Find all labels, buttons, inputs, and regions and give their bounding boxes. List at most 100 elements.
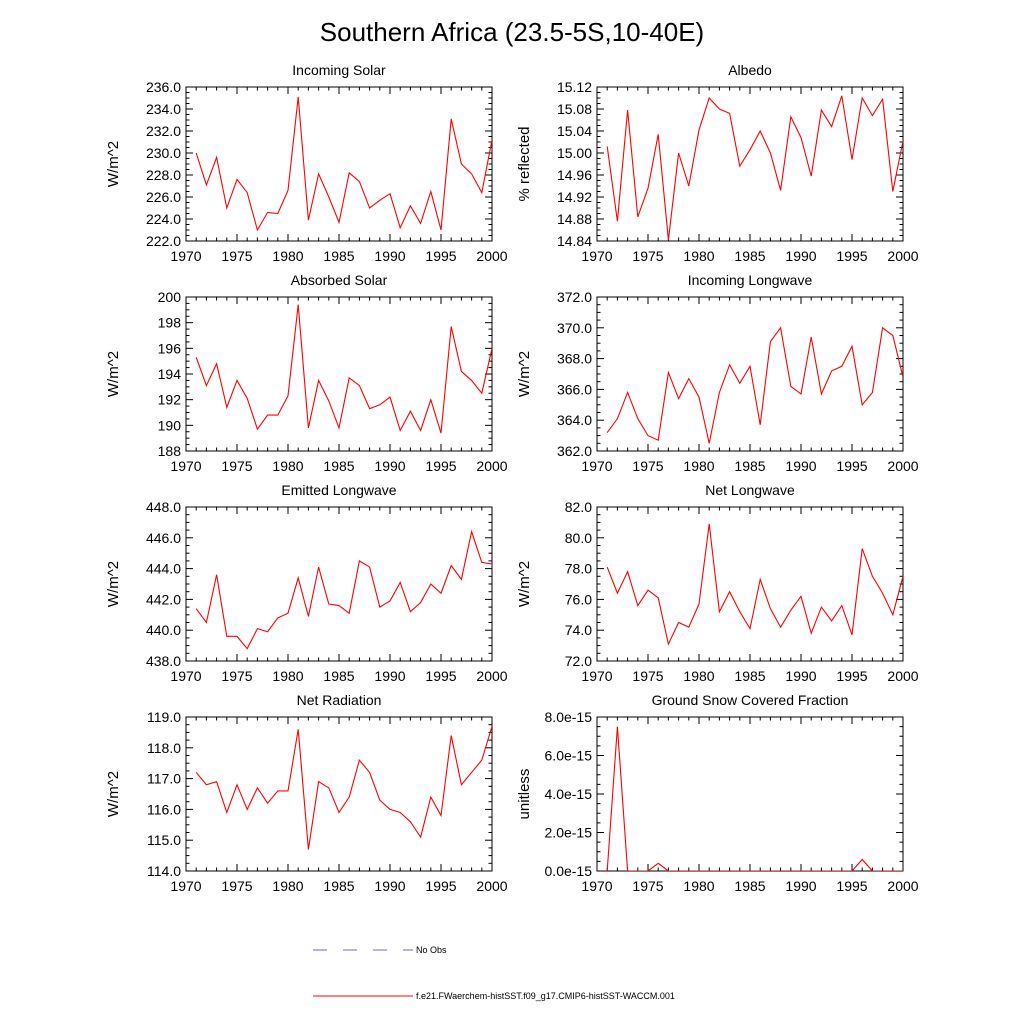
series-line-net-radiation (195, 726, 492, 850)
x-tick-label: 1990 (374, 248, 405, 264)
y-axis-label: W/m^2 (516, 351, 533, 397)
x-tick-label: 2000 (476, 668, 507, 684)
y-tick-label: 188 (158, 443, 182, 459)
y-axis-label: W/m^2 (105, 141, 122, 187)
x-tick-label: 2000 (887, 248, 918, 264)
x-tick-label: 1970 (581, 458, 612, 474)
y-tick-label: 200 (158, 289, 182, 305)
x-tick-label: 1970 (170, 248, 201, 264)
legend: No Obs f.e21.FWaerchem-histSST.f09_g17.C… (313, 945, 675, 1001)
plot-frame (596, 506, 904, 662)
chart-emitted-longwave: Emitted Longwave W/m^2 1970 1975 1980 1985 199… (105, 482, 508, 684)
x-tick-label: 1990 (785, 458, 816, 474)
y-tick-label: 118.0 (147, 740, 181, 756)
x-tick-label: 1970 (170, 458, 201, 474)
x-tick-label: 1975 (632, 878, 663, 894)
y-tick-label: 14.92 (557, 189, 592, 205)
y-tick-label: 372.0 (557, 289, 592, 305)
x-tick-label: 2000 (887, 668, 918, 684)
y-tick-label: 115.0 (147, 832, 181, 848)
series-line-ground-snow (606, 726, 903, 871)
x-tick-label: 1980 (272, 248, 303, 264)
legend-label-no-obs: No Obs (416, 945, 447, 955)
y-tick-label: 362.0 (557, 443, 592, 459)
series-line-emitted-longwave (195, 529, 492, 650)
y-tick-label: 196 (158, 340, 182, 356)
y-tick-label: 72.0 (565, 653, 592, 669)
y-tick-label: 119.0 (147, 709, 181, 725)
y-tick-label: 74.0 (565, 622, 592, 638)
x-tick-label: 1980 (272, 668, 303, 684)
y-axis-label: W/m^2 (105, 771, 122, 817)
y-tick-label: 15.04 (557, 123, 592, 139)
y-tick-label: 8.0e-15 (545, 709, 593, 725)
y-tick-label: 224.0 (146, 211, 181, 227)
chart-incoming-longwave: Incoming Longwave W/m^2 1970 1975 1980 1985 19… (516, 272, 919, 474)
plot-frame (596, 716, 904, 872)
y-tick-label: 192 (158, 392, 182, 408)
y-tick-label: 190 (158, 417, 182, 433)
x-tick-label: 1995 (836, 248, 867, 264)
x-tick-label: 2000 (476, 458, 507, 474)
y-axis-label: W/m^2 (105, 351, 122, 397)
y-tick-label: 15.08 (557, 101, 592, 117)
x-tick-label: 1995 (836, 878, 867, 894)
series-line-incoming-longwave (606, 326, 903, 444)
y-tick-label: 228.0 (146, 167, 181, 183)
x-tick-label: 1980 (272, 458, 303, 474)
x-tick-label: 1990 (374, 668, 405, 684)
x-tick-label: 1980 (683, 458, 714, 474)
x-tick-label: 1995 (836, 668, 867, 684)
panel-title: Emitted Longwave (281, 482, 396, 498)
x-tick-label: 1975 (632, 668, 663, 684)
y-tick-label: 236.0 (146, 79, 181, 95)
x-tick-label: 1995 (836, 458, 867, 474)
y-tick-label: 15.00 (557, 145, 592, 161)
x-tick-label: 1985 (323, 248, 354, 264)
chart-net-radiation: Net Radiation W/m^2 1970 1975 1980 1985 1990 19… (105, 692, 508, 894)
y-tick-label: 82.0 (565, 499, 592, 515)
x-tick-label: 1985 (323, 668, 354, 684)
x-tick-label: 2000 (476, 248, 507, 264)
x-tick-label: 1995 (425, 878, 456, 894)
y-tick-label: 366.0 (557, 381, 592, 397)
x-tick-label: 1985 (734, 248, 765, 264)
y-tick-label: 0.0e-15 (545, 863, 593, 879)
y-tick-label: 442.0 (146, 591, 181, 607)
x-tick-label: 1990 (374, 458, 405, 474)
y-tick-label: 368.0 (557, 351, 592, 367)
x-tick-label: 1995 (425, 248, 456, 264)
y-tick-label: 364.0 (557, 412, 592, 428)
x-tick-label: 1980 (683, 248, 714, 264)
x-tick-label: 2000 (887, 458, 918, 474)
panel-title: Net Longwave (705, 482, 795, 498)
plot-frame (185, 506, 493, 662)
x-tick-label: 1990 (785, 878, 816, 894)
plot-frame (185, 716, 493, 872)
x-tick-label: 1970 (581, 668, 612, 684)
x-tick-label: 1990 (785, 248, 816, 264)
panel-title: Absorbed Solar (291, 272, 388, 288)
y-tick-label: 230.0 (146, 145, 181, 161)
y-axis-label: W/m^2 (516, 561, 533, 607)
x-tick-label: 1975 (221, 458, 252, 474)
panel-title: Incoming Solar (292, 62, 386, 78)
y-tick-label: 446.0 (146, 530, 181, 546)
x-tick-label: 1980 (683, 878, 714, 894)
y-tick-label: 226.0 (146, 189, 181, 205)
x-tick-label: 1985 (323, 458, 354, 474)
plot-frame (596, 86, 904, 242)
x-tick-label: 2000 (476, 878, 507, 894)
x-tick-label: 1970 (170, 878, 201, 894)
x-tick-label: 1995 (425, 458, 456, 474)
x-tick-label: 1985 (734, 878, 765, 894)
y-tick-label: 234.0 (146, 101, 181, 117)
x-tick-label: 2000 (887, 878, 918, 894)
y-tick-label: 80.0 (565, 530, 592, 546)
y-tick-label: 117.0 (147, 771, 181, 787)
figure-title: Southern Africa (23.5-5S,10-40E) (320, 17, 704, 47)
x-tick-label: 1970 (581, 878, 612, 894)
y-axis-label: % reflected (516, 126, 533, 201)
y-tick-label: 76.0 (565, 591, 592, 607)
legend-label-model: f.e21.FWaerchem-histSST.f09_g17.CMIP6-hi… (416, 991, 675, 1001)
